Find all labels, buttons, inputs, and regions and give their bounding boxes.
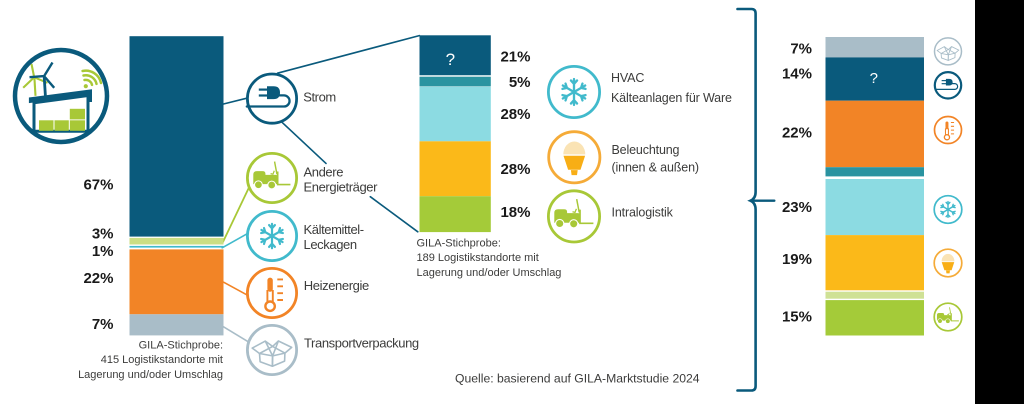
svg-text:Kälteanlagen für Ware: Kälteanlagen für Ware: [611, 91, 732, 105]
svg-text:189 Logistikstandorte mit: 189 Logistikstandorte mit: [417, 252, 539, 264]
svg-text:?: ?: [870, 70, 878, 87]
svg-text:22%: 22%: [782, 125, 812, 142]
svg-text:7%: 7%: [790, 40, 812, 57]
svg-text:GILA-Stichprobe:: GILA-Stichprobe:: [417, 237, 501, 249]
svg-text:?: ?: [446, 50, 455, 69]
svg-text:3%: 3%: [92, 226, 114, 243]
svg-text:5%: 5%: [509, 74, 531, 91]
svg-text:Lagerung und/oder Umschlag: Lagerung und/oder Umschlag: [78, 369, 223, 381]
svg-text:23%: 23%: [782, 199, 812, 216]
svg-text:Strom: Strom: [303, 89, 336, 104]
svg-text:Quelle: basierend auf GILA-Mar: Quelle: basierend auf GILA-Marktstudie 2…: [455, 372, 700, 386]
svg-text:7%: 7%: [92, 316, 114, 333]
svg-text:15%: 15%: [782, 309, 812, 326]
svg-text:14%: 14%: [782, 66, 812, 83]
svg-text:Transportverpackung: Transportverpackung: [304, 336, 419, 351]
svg-text:Leckagen: Leckagen: [304, 237, 357, 252]
svg-text:22%: 22%: [83, 270, 113, 287]
svg-text:Heizenergie: Heizenergie: [304, 278, 369, 293]
svg-text:1%: 1%: [92, 243, 114, 260]
svg-text:28%: 28%: [500, 161, 530, 178]
svg-text:Intralogistik: Intralogistik: [612, 206, 674, 220]
svg-text:28%: 28%: [500, 106, 530, 123]
svg-text:GILA-Stichprobe:: GILA-Stichprobe:: [139, 340, 223, 352]
svg-text:Energieträger: Energieträger: [304, 180, 379, 195]
svg-text:HVAC: HVAC: [611, 71, 644, 85]
svg-text:Kältemittel-: Kältemittel-: [304, 222, 364, 237]
svg-text:Beleuchtung: Beleuchtung: [612, 143, 680, 157]
svg-text:21%: 21%: [500, 49, 530, 66]
svg-text:(innen & außen): (innen & außen): [612, 161, 699, 175]
svg-text:18%: 18%: [500, 204, 530, 221]
svg-text:67%: 67%: [83, 177, 113, 194]
svg-text:415 Logistikstandorte mit: 415 Logistikstandorte mit: [101, 354, 223, 366]
svg-text:19%: 19%: [782, 251, 812, 268]
svg-text:Lagerung und/oder Umschlag: Lagerung und/oder Umschlag: [417, 267, 562, 279]
svg-text:Andere: Andere: [304, 164, 344, 179]
